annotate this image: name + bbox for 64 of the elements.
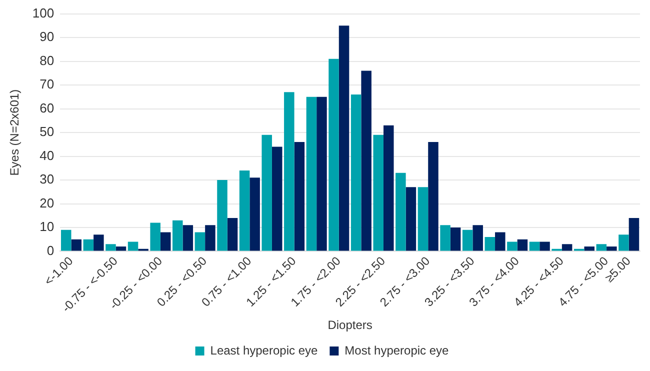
y-tick-label: 50	[40, 124, 54, 140]
bar	[540, 242, 550, 251]
bar	[562, 244, 572, 251]
bar	[328, 58, 339, 251]
legend-label: Least hyperopic eye	[210, 343, 318, 358]
y-axis-title: Eyes (N=2x601)	[8, 89, 22, 176]
bar	[83, 239, 94, 251]
bar	[306, 96, 317, 251]
bar	[338, 26, 350, 251]
bar	[396, 172, 406, 251]
bar	[172, 220, 183, 251]
bar	[618, 234, 629, 251]
bar	[160, 232, 171, 251]
y-tick-label: 70	[40, 76, 54, 92]
bar	[217, 180, 228, 251]
y-tick-label: 20	[40, 195, 54, 210]
y-tick-label: 40	[40, 148, 54, 163]
bar	[182, 225, 194, 251]
bar	[262, 134, 272, 251]
bar	[60, 230, 72, 251]
bar	[440, 225, 450, 251]
bar	[128, 242, 138, 251]
y-tick-label: 100	[32, 5, 54, 20]
bar	[106, 244, 116, 251]
y-tick-label: 0	[46, 242, 54, 258]
bar	[116, 246, 126, 251]
bar	[472, 225, 483, 251]
bar	[418, 187, 428, 251]
bar	[450, 227, 461, 251]
bar	[484, 236, 496, 251]
bar	[194, 232, 206, 251]
bar	[373, 134, 384, 251]
y-tick-label: 60	[40, 100, 54, 116]
bar	[507, 242, 518, 251]
bar	[628, 218, 640, 251]
bar	[239, 170, 250, 251]
y-tick-label: 80	[40, 52, 54, 68]
bar	[529, 242, 540, 251]
bar	[205, 225, 216, 251]
bar	[495, 232, 506, 251]
bar	[150, 222, 160, 251]
bar	[71, 239, 82, 251]
y-tick-label: 30	[40, 172, 54, 187]
bar	[584, 246, 594, 251]
y-tick-label: 90	[40, 29, 54, 44]
bar	[294, 142, 305, 251]
bar	[462, 230, 473, 251]
bar	[428, 142, 438, 251]
bar	[517, 239, 528, 251]
bar	[284, 92, 294, 251]
bar	[350, 94, 362, 251]
bar	[94, 234, 104, 251]
x-axis-title: Diopters	[328, 318, 372, 332]
bar	[316, 96, 327, 251]
bar	[596, 244, 607, 251]
bar	[406, 187, 416, 251]
bar	[272, 146, 282, 251]
legend-label: Most hyperopic eye	[344, 343, 450, 358]
bar	[250, 178, 260, 251]
bar	[384, 125, 394, 251]
bar	[227, 218, 238, 251]
y-tick-label: 10	[40, 219, 54, 234]
bar	[606, 246, 617, 251]
bar	[361, 70, 372, 251]
